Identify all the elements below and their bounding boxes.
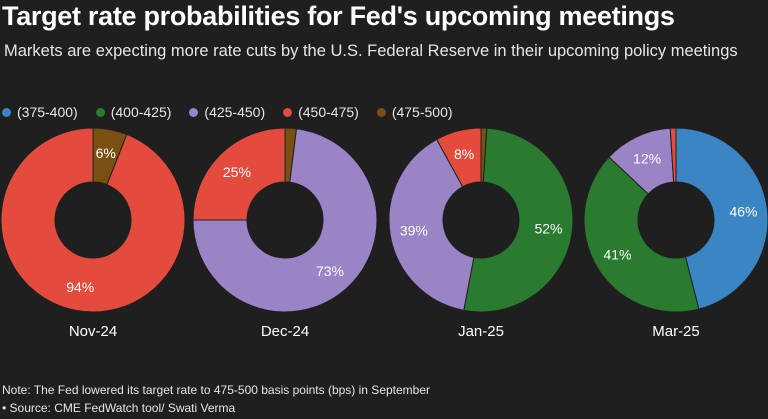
donut-slice <box>192 128 378 313</box>
legend-item: (375-400) <box>2 104 78 120</box>
legend-swatch <box>283 107 293 117</box>
slice-label: 41% <box>603 247 631 263</box>
donut-slice <box>675 127 768 310</box>
legend-swatch <box>376 107 386 117</box>
legend-label: (375-400) <box>17 104 78 120</box>
slice-label: 73% <box>316 263 344 279</box>
slice-label: 39% <box>400 223 428 239</box>
legend: (375-400) (400-425) (425-450) (450-475) (475… <box>2 103 471 121</box>
slice-label: 12% <box>633 150 661 166</box>
legend-label: (450-475) <box>298 104 359 120</box>
slice-label: 25% <box>223 164 251 180</box>
category-label: Mar-25 <box>652 323 700 340</box>
legend-item: (425-450) <box>189 104 265 120</box>
slice-label: 94% <box>66 279 94 295</box>
category-label: Dec-24 <box>261 323 309 340</box>
slice-label: 46% <box>729 203 757 219</box>
legend-label: (475-500) <box>391 104 453 120</box>
source-note: • Source: CME FedWatch tool/ Swati Verma <box>2 401 236 415</box>
slice-label: 8% <box>454 146 474 162</box>
slice-label: 6% <box>96 145 116 161</box>
legend-swatch <box>2 107 11 117</box>
legend-label: (400-425) <box>110 104 172 120</box>
chart-subtitle: Markets are expecting more rate cuts by … <box>4 42 738 60</box>
chart-title: Target rate probabilities for Fed's upco… <box>2 1 675 31</box>
donut-charts: 6% 94% Nov-24 73% 25% Dec-24 52% 39% 8% Jan-25 46%… <box>0 127 768 340</box>
donut-slice <box>583 156 700 313</box>
legend-item: (450-475) <box>283 104 359 120</box>
legend-swatch <box>189 107 199 117</box>
donut-slice <box>192 127 286 221</box>
legend-item: (475-500) <box>376 104 453 120</box>
donut-slice <box>0 127 186 313</box>
donut-slice <box>388 138 475 311</box>
footnote: Note: The Fed lowered its target rate to… <box>2 383 431 397</box>
legend-item: (400-425) <box>95 104 172 120</box>
legend-swatch <box>95 107 105 117</box>
slice-label: 52% <box>534 221 562 237</box>
donut-slice <box>463 127 574 313</box>
legend-label: (425-450) <box>204 104 266 120</box>
donut-slice <box>435 127 482 188</box>
category-label: Jan-25 <box>458 323 504 340</box>
donut-slice <box>669 127 677 183</box>
category-label: Nov-24 <box>69 323 117 340</box>
